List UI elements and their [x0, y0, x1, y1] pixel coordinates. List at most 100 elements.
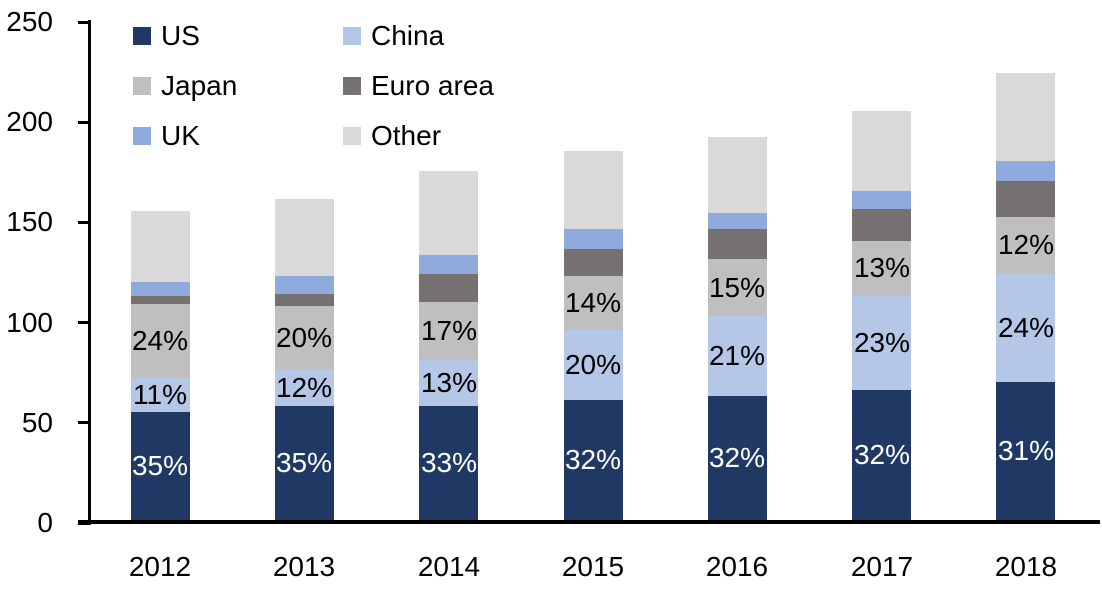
- bar-label-china-2012: 11%: [133, 379, 187, 410]
- bar-segment-us-2016: [708, 395, 767, 520]
- legend-item-euro-area: Euro area: [343, 70, 494, 101]
- bar-label-us-2018: 31%: [997, 435, 1055, 466]
- legend-label-uk: UK: [161, 120, 200, 151]
- x-tick-label-2015: 2015: [561, 551, 625, 582]
- y-tick-label-250: 250: [6, 6, 53, 37]
- bar-segment-euro-area-2016: [708, 229, 767, 260]
- bar-label-us-2013: 35%: [275, 447, 333, 478]
- bar-segment-us-2018: [996, 381, 1055, 520]
- bar-segment-other-2016: [708, 137, 767, 214]
- bar-segment-uk-2014: [419, 255, 478, 274]
- bar-segment-us-2015: [564, 399, 623, 520]
- bar-segment-uk-2016: [708, 213, 767, 230]
- bar-segment-euro-area-2014: [419, 273, 478, 302]
- bar-label-japan-2013: 20%: [275, 322, 333, 353]
- bar-segment-other-2013: [275, 199, 334, 276]
- legend-label-japan: Japan: [161, 70, 238, 101]
- legend-swatch-other-icon: [343, 127, 361, 145]
- legend-swatch-china-icon: [343, 27, 361, 45]
- x-axis-line: [78, 520, 1100, 524]
- bar-label-china-2018: 24%: [997, 312, 1055, 343]
- bar-label-us-2014: 33%: [420, 447, 478, 478]
- legend-swatch-us-icon: [133, 27, 151, 45]
- legend-label-china: China: [371, 20, 445, 51]
- bar-segment-uk-2013: [275, 275, 334, 294]
- legend-item-japan: Japan: [133, 70, 343, 101]
- bar-label-us-2017: 32%: [853, 439, 911, 470]
- bar-segment-other-2014: [419, 171, 478, 256]
- legend-swatch-euro-area-icon: [343, 77, 361, 95]
- y-tick-label-200: 200: [6, 106, 53, 138]
- bar-label-china-2015: 20%: [564, 349, 622, 380]
- bar-segment-china-2012: [131, 377, 190, 412]
- y-tick-250: [78, 20, 91, 24]
- legend-label-other: Other: [371, 120, 442, 151]
- bar-segment-uk-2015: [564, 229, 623, 250]
- bar-label-china-2013: 12%: [275, 372, 333, 403]
- bar-segment-us-2014: [419, 405, 478, 520]
- bar-label-us-2012: 35%: [131, 450, 189, 481]
- bar-segment-japan-2016: [708, 259, 767, 316]
- bar-segment-china-2017: [852, 295, 911, 390]
- legend-swatch-japan-icon: [133, 77, 151, 95]
- bar-segment-china-2014: [419, 359, 478, 406]
- bar-label-japan-2017: 13%: [853, 252, 911, 283]
- bar-label-japan-2018: 12%: [997, 229, 1055, 260]
- bar-label-japan-2014: 17%: [420, 315, 478, 346]
- bar-segment-china-2013: [275, 369, 334, 406]
- x-tick-label-2017: 2017: [850, 551, 914, 582]
- bar-segment-china-2015: [564, 329, 623, 400]
- legend-label-us: US: [161, 20, 200, 51]
- y-tick-100: [78, 321, 91, 325]
- bar-segment-us-2017: [852, 389, 911, 520]
- y-tick-label-100: 100: [6, 306, 53, 338]
- bar-label-china-2017: 23%: [853, 327, 911, 358]
- legend-item-us: US: [133, 20, 343, 51]
- bar-segment-japan-2014: [419, 301, 478, 360]
- bar-segment-uk-2012: [131, 281, 190, 296]
- y-tick-50: [78, 421, 91, 425]
- bar-segment-other-2017: [852, 111, 911, 192]
- bar-segment-us-2013: [275, 405, 334, 520]
- legend-item-uk: UK: [133, 120, 343, 151]
- legend-item-china: China: [343, 20, 494, 51]
- bar-label-china-2016: 21%: [708, 340, 766, 371]
- bar-segment-japan-2018: [996, 217, 1055, 274]
- legend-swatch-uk-icon: [133, 127, 151, 145]
- bar-label-japan-2016: 15%: [708, 272, 766, 303]
- legend-item-other: Other: [343, 120, 494, 151]
- bar-segment-euro-area-2018: [996, 181, 1055, 218]
- x-tick-label-2016: 2016: [705, 551, 769, 582]
- bar-label-us-2016: 32%: [708, 442, 766, 473]
- bar-segment-japan-2013: [275, 305, 334, 370]
- bar-segment-us-2012: [131, 411, 190, 520]
- bar-segment-japan-2015: [564, 275, 623, 330]
- y-tick-label-50: 50: [21, 406, 53, 438]
- bar-segment-euro-area-2012: [131, 295, 190, 304]
- bar-segment-euro-area-2015: [564, 249, 623, 276]
- y-tick-200: [78, 120, 91, 124]
- y-tick-150: [78, 220, 91, 224]
- bar-segment-euro-area-2013: [275, 293, 334, 306]
- bar-segment-uk-2018: [996, 161, 1055, 182]
- bar-label-japan-2012: 24%: [131, 325, 189, 356]
- bar-segment-euro-area-2017: [852, 209, 911, 242]
- y-tick-label-150: 150: [6, 206, 53, 238]
- x-tick-label-2014: 2014: [417, 551, 481, 582]
- bar-segment-japan-2012: [131, 303, 190, 378]
- x-tick-label-2013: 2013: [272, 551, 336, 582]
- bar-segment-other-2015: [564, 151, 623, 230]
- x-tick-label-2012: 2012: [128, 551, 192, 582]
- y-tick-label-0: 0: [37, 507, 53, 538]
- bar-label-us-2015: 32%: [564, 444, 622, 475]
- x-tick-label-2018: 2018: [994, 551, 1058, 582]
- legend-label-euro-area: Euro area: [371, 70, 494, 101]
- bar-segment-china-2018: [996, 273, 1055, 382]
- bar-label-japan-2015: 14%: [564, 287, 622, 318]
- bar-segment-other-2012: [131, 211, 190, 282]
- bar-segment-china-2016: [708, 315, 767, 396]
- bar-segment-uk-2017: [852, 191, 911, 210]
- bar-segment-other-2018: [996, 73, 1055, 162]
- chart-legend: US China Japan Euro area UK Other: [133, 20, 494, 151]
